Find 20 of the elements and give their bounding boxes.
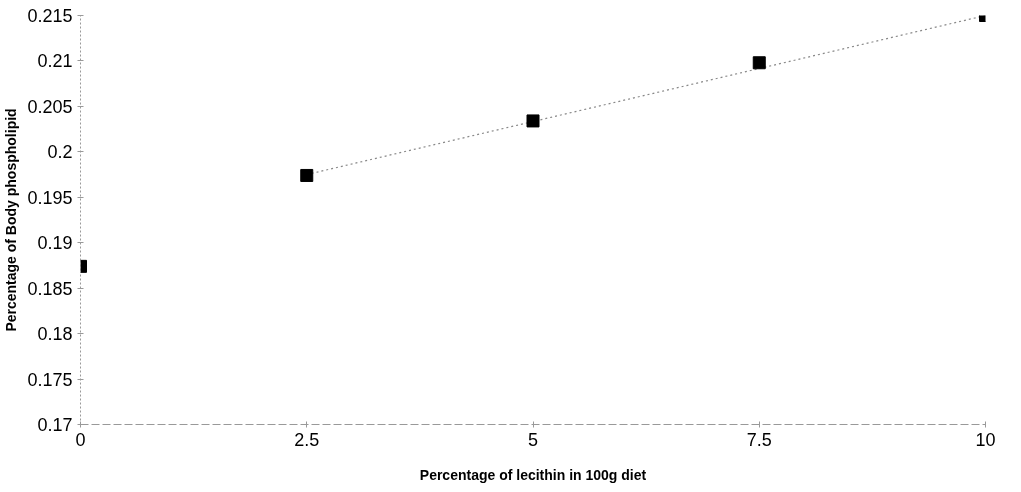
- y-tick-label: 0.21: [37, 51, 73, 72]
- y-tick-label: 0.185: [27, 278, 73, 299]
- x-tick-label: 0: [75, 429, 86, 450]
- x-tick-label: 7.5: [746, 429, 772, 450]
- x-tick-label: 5: [527, 429, 539, 450]
- y-tick-label: 0.19: [37, 233, 73, 254]
- y-tick-label: 0.175: [27, 369, 73, 390]
- y-tick-label: 0.195: [27, 187, 73, 208]
- y-tick-label: 0.18: [37, 324, 73, 345]
- x-tick-label: 2.5: [294, 429, 320, 450]
- x-tick-label: 10: [975, 429, 996, 450]
- y-axis-title: Percentage of Body phospholipid: [3, 108, 20, 332]
- point: [526, 114, 540, 128]
- y-tick-label: 0.17: [37, 415, 73, 435]
- point: [300, 168, 314, 182]
- point: [752, 56, 766, 70]
- y-tick-label: 0.205: [27, 96, 73, 117]
- y-tick-label: 0.2: [47, 142, 73, 163]
- x-axis-title: Percentage of lecithin in 100g diet: [419, 466, 647, 483]
- y-tick-label: 0.215: [27, 6, 73, 26]
